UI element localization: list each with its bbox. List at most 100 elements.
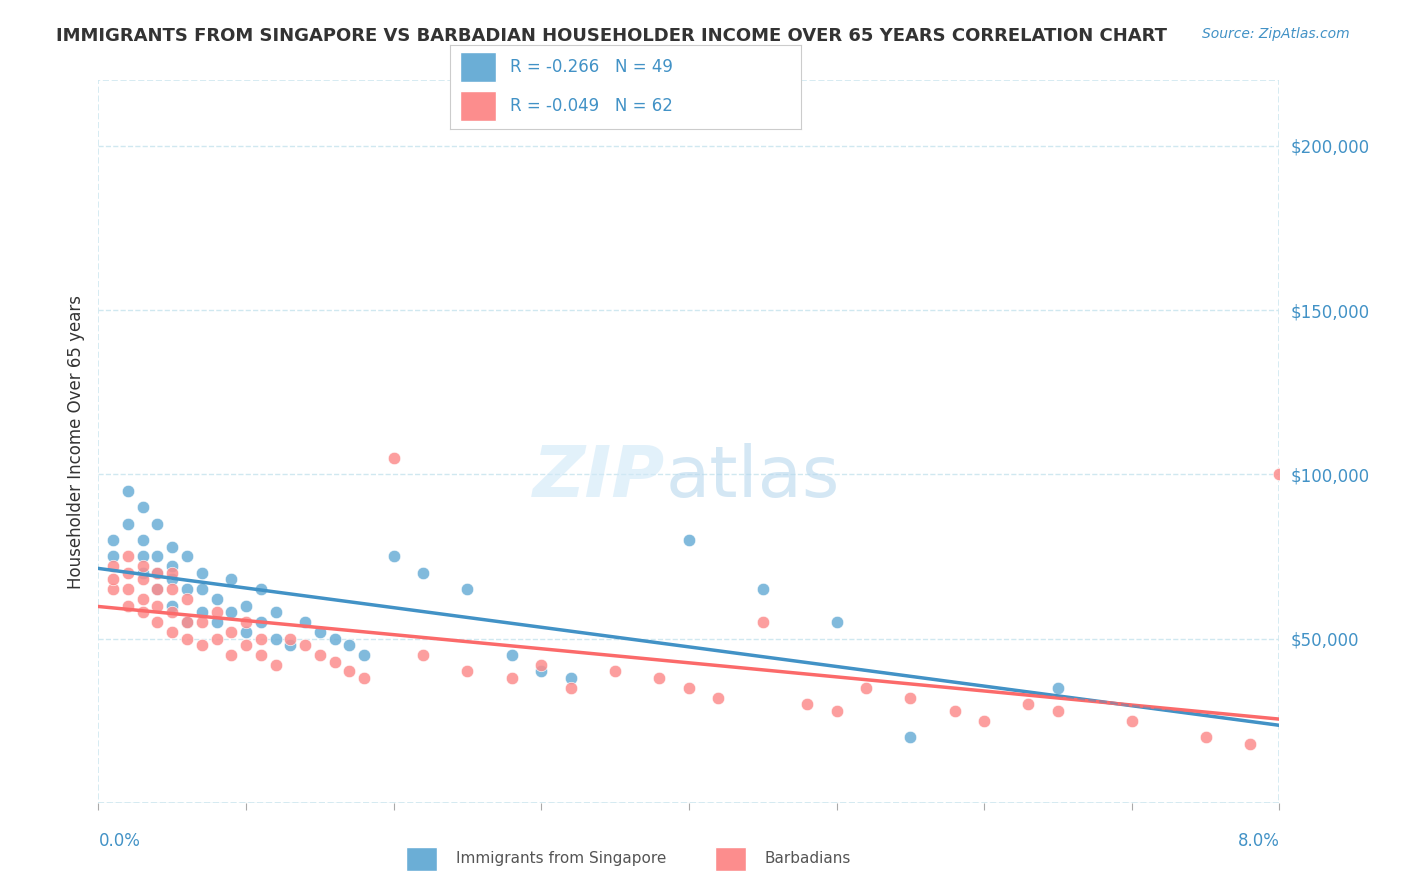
Point xyxy=(162,582,183,597)
Point xyxy=(103,533,125,547)
Text: Source: ZipAtlas.com: Source: ZipAtlas.com xyxy=(1202,27,1350,41)
Text: R = -0.266   N = 49: R = -0.266 N = 49 xyxy=(510,58,672,76)
Point xyxy=(250,632,273,646)
Point xyxy=(132,573,155,587)
Text: ZIP: ZIP xyxy=(533,443,665,512)
Point xyxy=(146,615,169,630)
Point xyxy=(412,648,434,662)
Point xyxy=(943,704,966,718)
Point xyxy=(250,582,273,597)
Point xyxy=(191,582,214,597)
Point xyxy=(264,632,287,646)
Point xyxy=(280,638,302,652)
Point xyxy=(162,605,183,619)
Point xyxy=(103,573,125,587)
Point xyxy=(973,714,995,728)
Point xyxy=(117,582,139,597)
Point xyxy=(560,681,582,695)
Text: R = -0.049   N = 62: R = -0.049 N = 62 xyxy=(510,96,672,114)
Point xyxy=(146,549,169,564)
Point xyxy=(146,566,169,580)
Point xyxy=(530,657,553,672)
Point xyxy=(162,559,183,574)
Point xyxy=(132,592,155,607)
Point xyxy=(323,655,346,669)
Point xyxy=(132,533,155,547)
Point xyxy=(176,549,198,564)
Point xyxy=(235,625,257,640)
Y-axis label: Householder Income Over 65 years: Householder Income Over 65 years xyxy=(66,294,84,589)
Point xyxy=(146,599,169,613)
Point xyxy=(146,582,169,597)
Point xyxy=(648,671,671,685)
Point xyxy=(146,582,169,597)
Point xyxy=(235,599,257,613)
Point xyxy=(353,648,375,662)
Point xyxy=(1195,730,1218,744)
Point xyxy=(117,599,139,613)
Point xyxy=(752,582,775,597)
Text: 0.0%: 0.0% xyxy=(98,831,141,850)
Point xyxy=(132,559,155,574)
Point xyxy=(560,671,582,685)
Point xyxy=(176,582,198,597)
Point xyxy=(103,582,125,597)
Point xyxy=(162,566,183,580)
Text: Immigrants from Singapore: Immigrants from Singapore xyxy=(456,852,666,866)
Text: IMMIGRANTS FROM SINGAPORE VS BARBADIAN HOUSEHOLDER INCOME OVER 65 YEARS CORRELAT: IMMIGRANTS FROM SINGAPORE VS BARBADIAN H… xyxy=(56,27,1167,45)
Point xyxy=(501,671,523,685)
Point xyxy=(191,615,214,630)
Point xyxy=(176,592,198,607)
Point xyxy=(678,533,700,547)
Point xyxy=(176,632,198,646)
FancyBboxPatch shape xyxy=(461,91,496,120)
Point xyxy=(309,648,332,662)
Point xyxy=(457,582,479,597)
Point xyxy=(900,690,922,705)
Text: atlas: atlas xyxy=(665,443,839,512)
Point xyxy=(1268,467,1291,482)
Point xyxy=(825,615,848,630)
Point xyxy=(280,632,302,646)
Point xyxy=(1018,698,1040,712)
Point xyxy=(1239,737,1261,751)
Point xyxy=(132,605,155,619)
Point xyxy=(146,516,169,531)
Point xyxy=(235,615,257,630)
Text: 8.0%: 8.0% xyxy=(1237,831,1279,850)
Point xyxy=(235,638,257,652)
Point xyxy=(132,549,155,564)
Text: Barbadians: Barbadians xyxy=(765,852,851,866)
Point xyxy=(176,615,198,630)
Point xyxy=(205,605,228,619)
Point xyxy=(264,657,287,672)
Point xyxy=(162,540,183,554)
Point xyxy=(1046,681,1070,695)
Point xyxy=(250,615,273,630)
Point xyxy=(605,665,627,679)
Point xyxy=(146,566,169,580)
Point xyxy=(221,573,243,587)
Point xyxy=(264,605,287,619)
Point xyxy=(353,671,375,685)
FancyBboxPatch shape xyxy=(716,847,747,871)
Point xyxy=(339,665,361,679)
Point xyxy=(1121,714,1143,728)
Point xyxy=(294,638,316,652)
Point xyxy=(103,559,125,574)
Point xyxy=(205,615,228,630)
Point xyxy=(323,632,346,646)
FancyBboxPatch shape xyxy=(406,847,437,871)
Point xyxy=(855,681,877,695)
Point xyxy=(1046,704,1070,718)
Point xyxy=(309,625,332,640)
Point xyxy=(752,615,775,630)
Point xyxy=(103,549,125,564)
Point xyxy=(132,500,155,515)
Point xyxy=(117,516,139,531)
Point xyxy=(191,566,214,580)
Point xyxy=(221,605,243,619)
Point xyxy=(191,638,214,652)
Point xyxy=(339,638,361,652)
Point xyxy=(250,648,273,662)
